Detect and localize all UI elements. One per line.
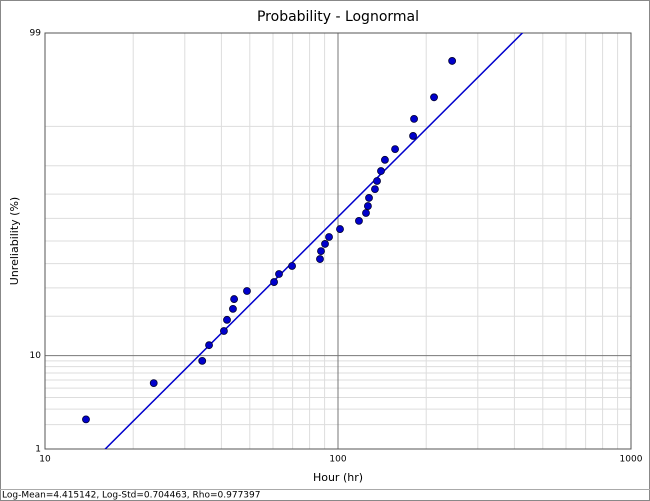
data-point (317, 247, 325, 256)
data-point (371, 185, 379, 194)
data-point (82, 415, 90, 424)
data-point (223, 315, 231, 324)
x-axis-label: Hour (hr) (313, 471, 363, 484)
x-tick-label: 10 (39, 455, 51, 465)
data-point (365, 194, 373, 202)
data-point (410, 114, 418, 123)
data-point (377, 167, 385, 175)
data-point (229, 304, 237, 313)
data-point (243, 287, 251, 295)
data-point (316, 255, 324, 263)
data-point (220, 327, 228, 335)
x-tick-label: 1000 (620, 455, 643, 465)
data-point (362, 209, 370, 217)
x-tick-label: 100 (329, 455, 346, 465)
chart-title: Probability - Lognormal (257, 9, 419, 25)
data-point (288, 262, 296, 270)
data-point (325, 233, 333, 241)
data-point (336, 225, 344, 233)
y-tick-label: 99 (30, 29, 42, 39)
y-tick-label: 1 (35, 445, 41, 455)
data-point (205, 341, 213, 350)
data-point (275, 270, 283, 278)
data-point (448, 57, 457, 65)
fit-line (104, 33, 524, 449)
data-point (198, 356, 207, 365)
data-point (381, 155, 389, 164)
data-point (391, 145, 399, 153)
plot-frame (44, 32, 632, 450)
data-point (409, 132, 417, 140)
y-tick-label: 10 (30, 351, 42, 361)
data-point (321, 240, 329, 248)
data-point (364, 202, 372, 210)
data-point (149, 379, 158, 387)
y-axis-label: Unreliability (%) (8, 197, 21, 285)
data-point (430, 93, 438, 102)
data-point (230, 295, 239, 303)
data-point (270, 278, 278, 286)
footer: Log-Mean=4.415142, Log-Std=0.704463, Rho… (2, 491, 260, 501)
data-point (373, 177, 381, 185)
data-point (355, 216, 363, 225)
